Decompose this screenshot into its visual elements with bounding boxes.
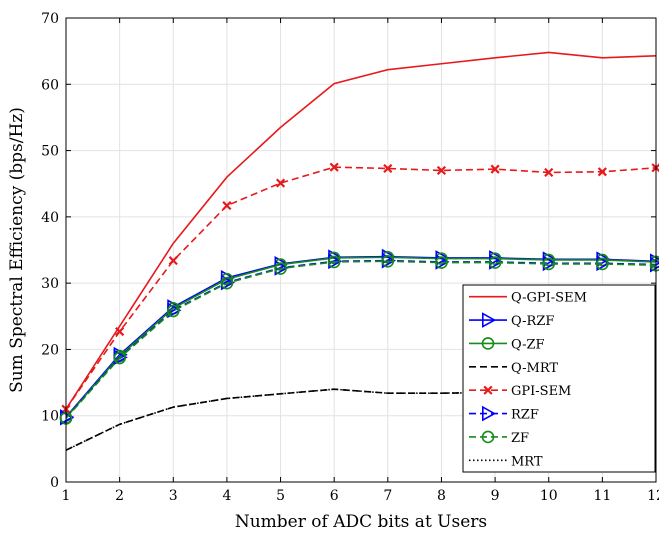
x-tick-label: 1 [62,488,71,504]
x-tick-label: 7 [383,488,392,504]
x-axis-label: Number of ADC bits at Users [235,512,487,532]
legend-entry: GPI-SEM [469,384,571,399]
x-tick-label: 9 [491,488,500,504]
x-tick-label: 12 [647,488,659,504]
data-point [327,255,341,269]
legend-label: GPI-SEM [511,384,571,399]
data-point [381,254,395,268]
series-line [65,166,657,410]
legend-entry: Q-GPI-SEM [469,291,587,306]
legend-box [462,284,656,473]
legend-entry: RZF [469,405,539,423]
legend-label: Q-RZF [511,314,554,329]
data-point [488,256,502,269]
data-point [436,165,447,176]
series-line [65,256,657,419]
data-point [383,163,393,174]
y-tick-label: 30 [41,276,59,292]
data-point [274,262,287,275]
legend-label: RZF [511,408,539,423]
y-tick-label: 60 [41,77,59,93]
legend: Q-GPI-SEM Q-RZF Q-ZF Q-MRT GPI-SEM RZF ZF MRT [462,284,656,473]
series-q-gpi-sem [65,51,657,410]
x-tick-label: 8 [437,488,446,504]
legend-label: MRT [511,454,543,469]
legend-marker [481,337,495,350]
axis-ticks: 123456789101112010203040506070 [41,11,659,504]
x-tick-label: 6 [330,488,339,504]
legend-marker [483,385,493,395]
y-tick-label: 70 [41,11,59,27]
legend-label: ZF [511,431,529,446]
legend-entry: MRT [469,454,543,469]
data-point [329,162,339,172]
data-point [168,256,178,266]
y-tick-label: 0 [50,475,59,491]
y-axis-label: Sum Spectral Efficiency (bps/Hz) [7,107,27,393]
y-tick-label: 10 [41,409,59,425]
series-line [65,260,657,419]
x-tick-label: 4 [222,488,231,504]
plot-series [59,51,659,451]
legend-entry: Q-RZF [469,312,554,329]
data-point [597,167,607,177]
x-tick-label: 11 [593,488,611,504]
grid [66,18,656,482]
legend-entry: Q-MRT [469,361,558,376]
data-point [222,201,232,211]
series-line [65,51,657,410]
data-point [275,178,286,188]
data-point [220,276,234,290]
data-point [542,257,556,271]
data-point [435,256,448,269]
data-point [113,351,126,365]
legend-entry: Q-ZF [469,337,545,352]
x-tick-label: 5 [276,488,285,504]
data-point [490,164,500,174]
data-point [166,304,180,318]
plot-frame [65,17,657,483]
legend-label: Q-GPI-SEM [511,291,587,306]
data-point [115,326,125,337]
y-tick-label: 50 [41,144,59,160]
x-tick-label: 2 [115,488,124,504]
legend-marker [481,405,497,422]
y-tick-label: 40 [41,210,59,226]
y-tick-label: 20 [41,342,59,358]
data-point [596,257,609,271]
x-tick-label: 3 [169,488,178,504]
series-line [65,388,657,451]
data-point [544,167,554,178]
legend-label: Q-ZF [511,337,545,352]
legend-label: Q-MRT [511,361,558,376]
legend-entry: ZF [469,430,529,446]
series-mrt [65,388,657,451]
legend-marker [481,430,495,444]
x-tick-label: 10 [540,488,558,504]
legend-marker [481,312,497,328]
